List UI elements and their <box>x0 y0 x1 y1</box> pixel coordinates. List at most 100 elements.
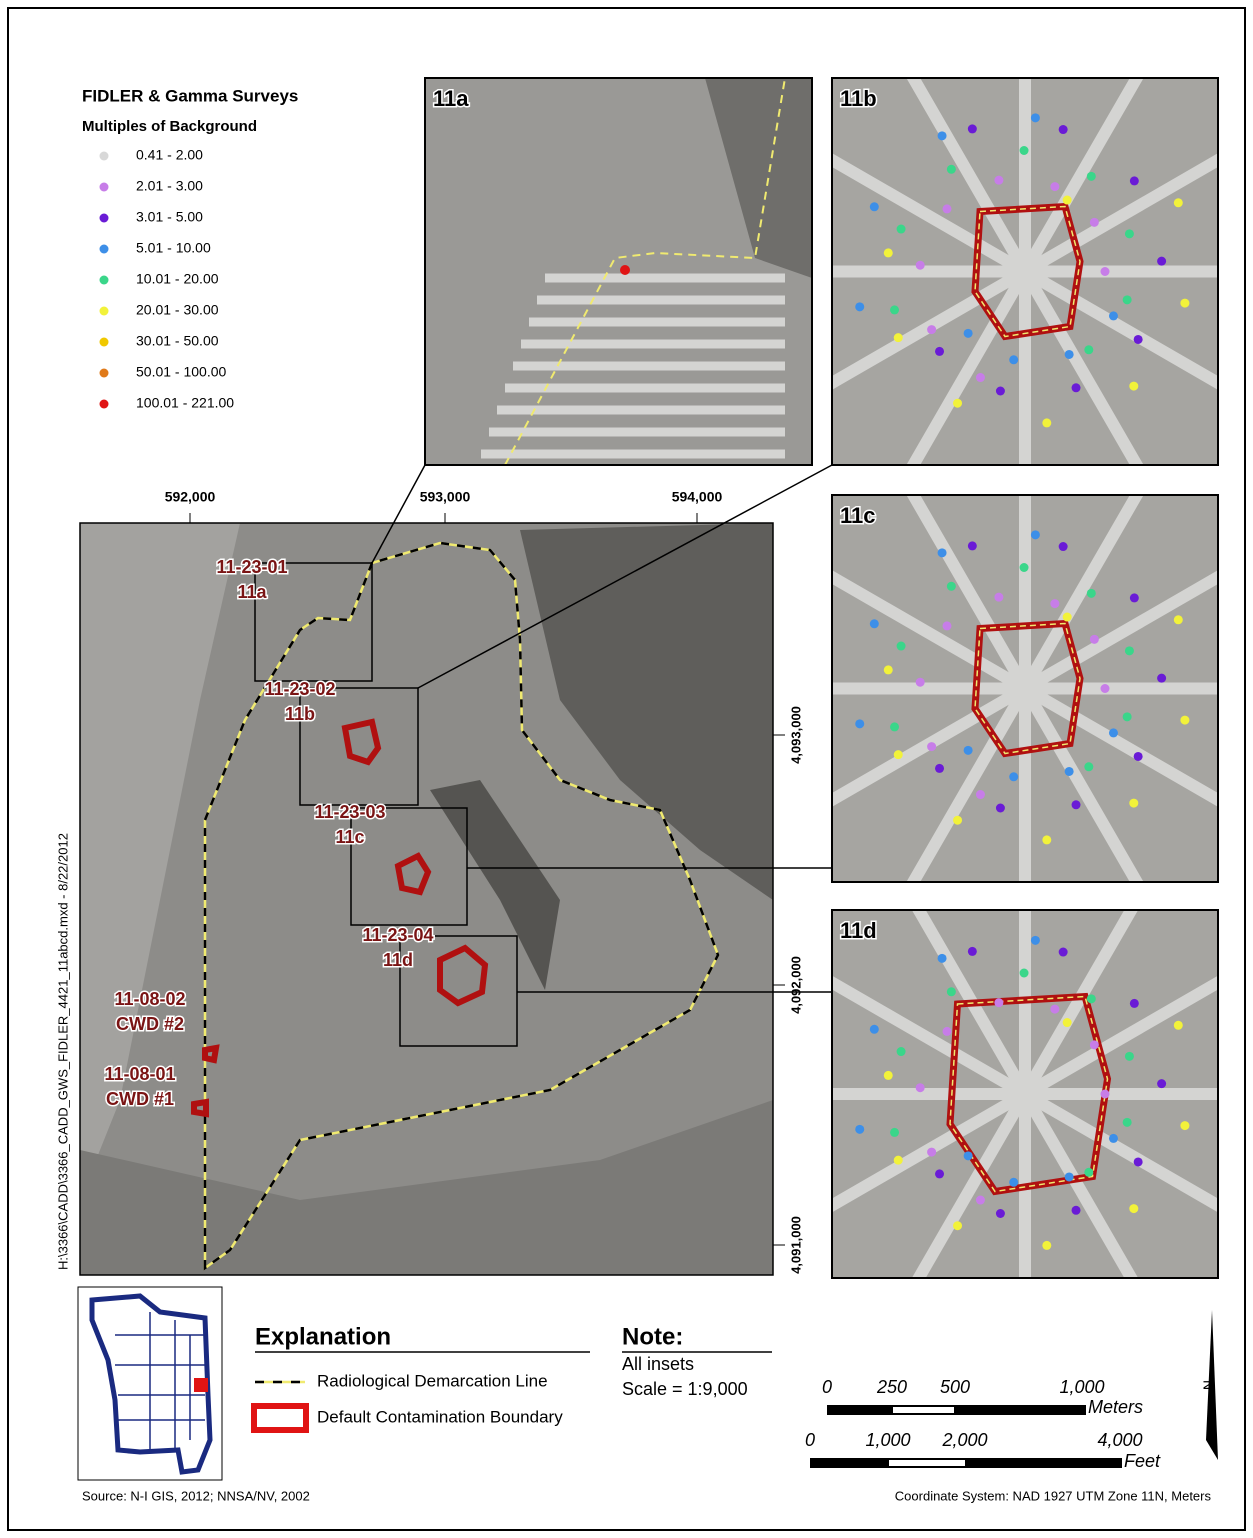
coordinate-system: Coordinate System: NAD 1927 UTM Zone 11N… <box>895 1488 1212 1503</box>
survey-point <box>620 265 630 275</box>
survey-point <box>1130 593 1139 602</box>
scale-unit: Feet <box>1124 1451 1161 1471</box>
inset: 11c <box>765 429 1253 949</box>
survey-point <box>1059 542 1068 551</box>
legend-subtitle: Multiples of Background <box>82 118 257 135</box>
explanation-item: Default Contamination Boundary <box>317 1407 563 1426</box>
survey-point <box>976 1196 985 1205</box>
survey-point <box>1101 1090 1110 1099</box>
survey-point <box>1101 267 1110 276</box>
survey-point <box>1084 1168 1093 1177</box>
survey-point <box>1063 196 1072 205</box>
legend-swatch <box>100 400 109 409</box>
survey-point <box>976 373 985 382</box>
survey-point <box>1109 728 1118 737</box>
survey-point <box>1090 635 1099 644</box>
survey-point <box>927 1148 936 1157</box>
site-id: 11-23-02 <box>264 679 335 699</box>
legend-title: FIDLER & Gamma Surveys <box>82 86 298 105</box>
survey-point <box>1180 299 1189 308</box>
survey-point <box>996 803 1005 812</box>
legend-swatch <box>100 276 109 285</box>
survey-point <box>1065 1172 1074 1181</box>
survey-point <box>1084 762 1093 771</box>
map-page: FIDLER & Gamma Surveys Multiples of Back… <box>0 0 1253 1538</box>
survey-point <box>1180 716 1189 725</box>
legend-swatch <box>100 307 109 316</box>
survey-point <box>894 1156 903 1165</box>
note-line: All insets <box>622 1354 694 1374</box>
survey-point <box>938 548 947 557</box>
survey-point <box>855 302 864 311</box>
survey-point <box>953 816 962 825</box>
survey-point <box>1123 295 1132 304</box>
survey-point <box>953 399 962 408</box>
survey-point <box>1072 800 1081 809</box>
survey-point <box>935 347 944 356</box>
survey-point <box>1063 1018 1072 1027</box>
survey-point <box>1101 684 1110 693</box>
survey-point <box>996 386 1005 395</box>
survey-point <box>1072 1206 1081 1215</box>
survey-point <box>968 124 977 133</box>
survey-point <box>855 1125 864 1134</box>
legend-swatch <box>100 245 109 254</box>
survey-point <box>894 750 903 759</box>
survey-point <box>953 1221 962 1230</box>
survey-point <box>964 329 973 338</box>
survey-point <box>1090 1040 1099 1049</box>
survey-point <box>968 947 977 956</box>
survey-point <box>1059 125 1068 134</box>
scale-bar <box>827 1405 1086 1415</box>
survey-point <box>884 248 893 257</box>
scale-bar <box>889 1460 965 1466</box>
survey-point <box>942 621 951 630</box>
explanation-item: Radiological Demarcation Line <box>317 1371 548 1390</box>
y-coordinate: 4,092,000 <box>788 956 803 1014</box>
site-label: 11b <box>285 704 315 724</box>
survey-point <box>1109 1134 1118 1143</box>
note-line: Scale = 1:9,000 <box>622 1379 748 1399</box>
locator-map <box>78 1287 222 1480</box>
survey-point <box>964 746 973 755</box>
survey-point <box>1174 615 1183 624</box>
site-label: CWD #2 <box>116 1014 184 1034</box>
survey-point <box>1065 767 1074 776</box>
survey-point <box>890 1128 899 1137</box>
survey-point <box>942 204 951 213</box>
site-label: CWD #1 <box>106 1089 174 1109</box>
survey-point <box>1042 1241 1051 1250</box>
survey-point <box>1063 613 1072 622</box>
x-coordinate: 592,000 <box>165 489 216 505</box>
survey-point <box>927 742 936 751</box>
site-label: 11c <box>335 827 364 847</box>
survey-point <box>916 1083 925 1092</box>
x-coordinate: 593,000 <box>420 489 471 505</box>
survey-point <box>976 790 985 799</box>
survey-point <box>916 261 925 270</box>
site-id: 11-08-02 <box>114 989 185 1009</box>
survey-point <box>1009 772 1018 781</box>
source: Source: N-I GIS, 2012; NNSA/NV, 2002 <box>82 1488 310 1503</box>
site-id: 11-23-01 <box>216 557 287 577</box>
survey-point <box>1090 218 1099 227</box>
legend-label: 0.41 - 2.00 <box>136 147 203 163</box>
survey-point <box>938 131 947 140</box>
survey-point <box>964 1151 973 1160</box>
inset-label: 11a <box>433 86 469 111</box>
survey-point <box>1109 311 1118 320</box>
legend-label: 3.01 - 5.00 <box>136 209 203 225</box>
survey-point <box>994 593 1003 602</box>
inset-label: 11b <box>840 86 877 111</box>
survey-point <box>927 325 936 334</box>
survey-point <box>1020 146 1029 155</box>
y-coordinate: 4,091,000 <box>788 1216 803 1274</box>
inset-label: 11d <box>840 918 877 943</box>
survey-point <box>968 541 977 550</box>
scale-label: 250 <box>876 1377 907 1397</box>
site-id: 11-08-01 <box>104 1064 175 1084</box>
scale-label: 2,000 <box>941 1430 987 1450</box>
legend-label: 50.01 - 100.00 <box>136 364 227 380</box>
survey-point <box>884 665 893 674</box>
survey-point <box>1157 674 1166 683</box>
